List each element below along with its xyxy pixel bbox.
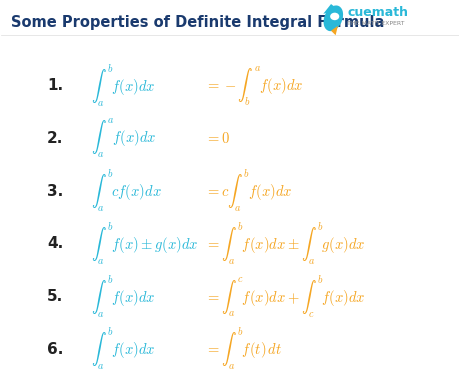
- Text: $\int_a^b f(x)dx$: $\int_a^b f(x)dx$: [91, 274, 155, 320]
- Text: $= 0$: $= 0$: [205, 131, 230, 146]
- Text: 3.: 3.: [47, 184, 64, 199]
- Text: $= -\int_b^a f(x)dx$: $= -\int_b^a f(x)dx$: [205, 65, 304, 108]
- Text: $= \int_a^b f(t)\,dt$: $= \int_a^b f(t)\,dt$: [205, 326, 283, 372]
- Polygon shape: [323, 4, 339, 14]
- Text: Some Properties of Definite Integral Formula: Some Properties of Definite Integral For…: [10, 14, 384, 30]
- Text: $= c\int_a^b f(x)dx$: $= c\int_a^b f(x)dx$: [205, 168, 292, 214]
- Text: $= \int_a^c f(x)dx + \int_c^b f(x)dx$: $= \int_a^c f(x)dx + \int_c^b f(x)dx$: [205, 274, 366, 320]
- Text: $\int_a^b f(x) \pm g(x)dx$: $\int_a^b f(x) \pm g(x)dx$: [91, 221, 198, 267]
- Polygon shape: [331, 26, 338, 35]
- Text: 1.: 1.: [47, 79, 64, 93]
- Text: THE MATH EXPERT: THE MATH EXPERT: [347, 21, 405, 27]
- Text: 6.: 6.: [47, 342, 64, 357]
- Text: $= \int_a^b f(x)dx \pm \int_a^b g(x)dx$: $= \int_a^b f(x)dx \pm \int_a^b g(x)dx$: [205, 221, 365, 267]
- Text: 4.: 4.: [47, 236, 64, 252]
- Text: 2.: 2.: [47, 131, 64, 146]
- Text: $\int_a^b f(x)dx$: $\int_a^b f(x)dx$: [91, 63, 155, 109]
- Text: $\int_a^a f(x)dx$: $\int_a^a f(x)dx$: [91, 117, 156, 160]
- Text: $\int_a^b cf(x)dx$: $\int_a^b cf(x)dx$: [91, 168, 162, 214]
- Circle shape: [330, 13, 339, 20]
- Ellipse shape: [324, 5, 343, 31]
- Text: cuemath: cuemath: [347, 6, 408, 19]
- Text: $\int_a^b f(x)dx$: $\int_a^b f(x)dx$: [91, 326, 155, 372]
- Text: 5.: 5.: [47, 289, 64, 304]
